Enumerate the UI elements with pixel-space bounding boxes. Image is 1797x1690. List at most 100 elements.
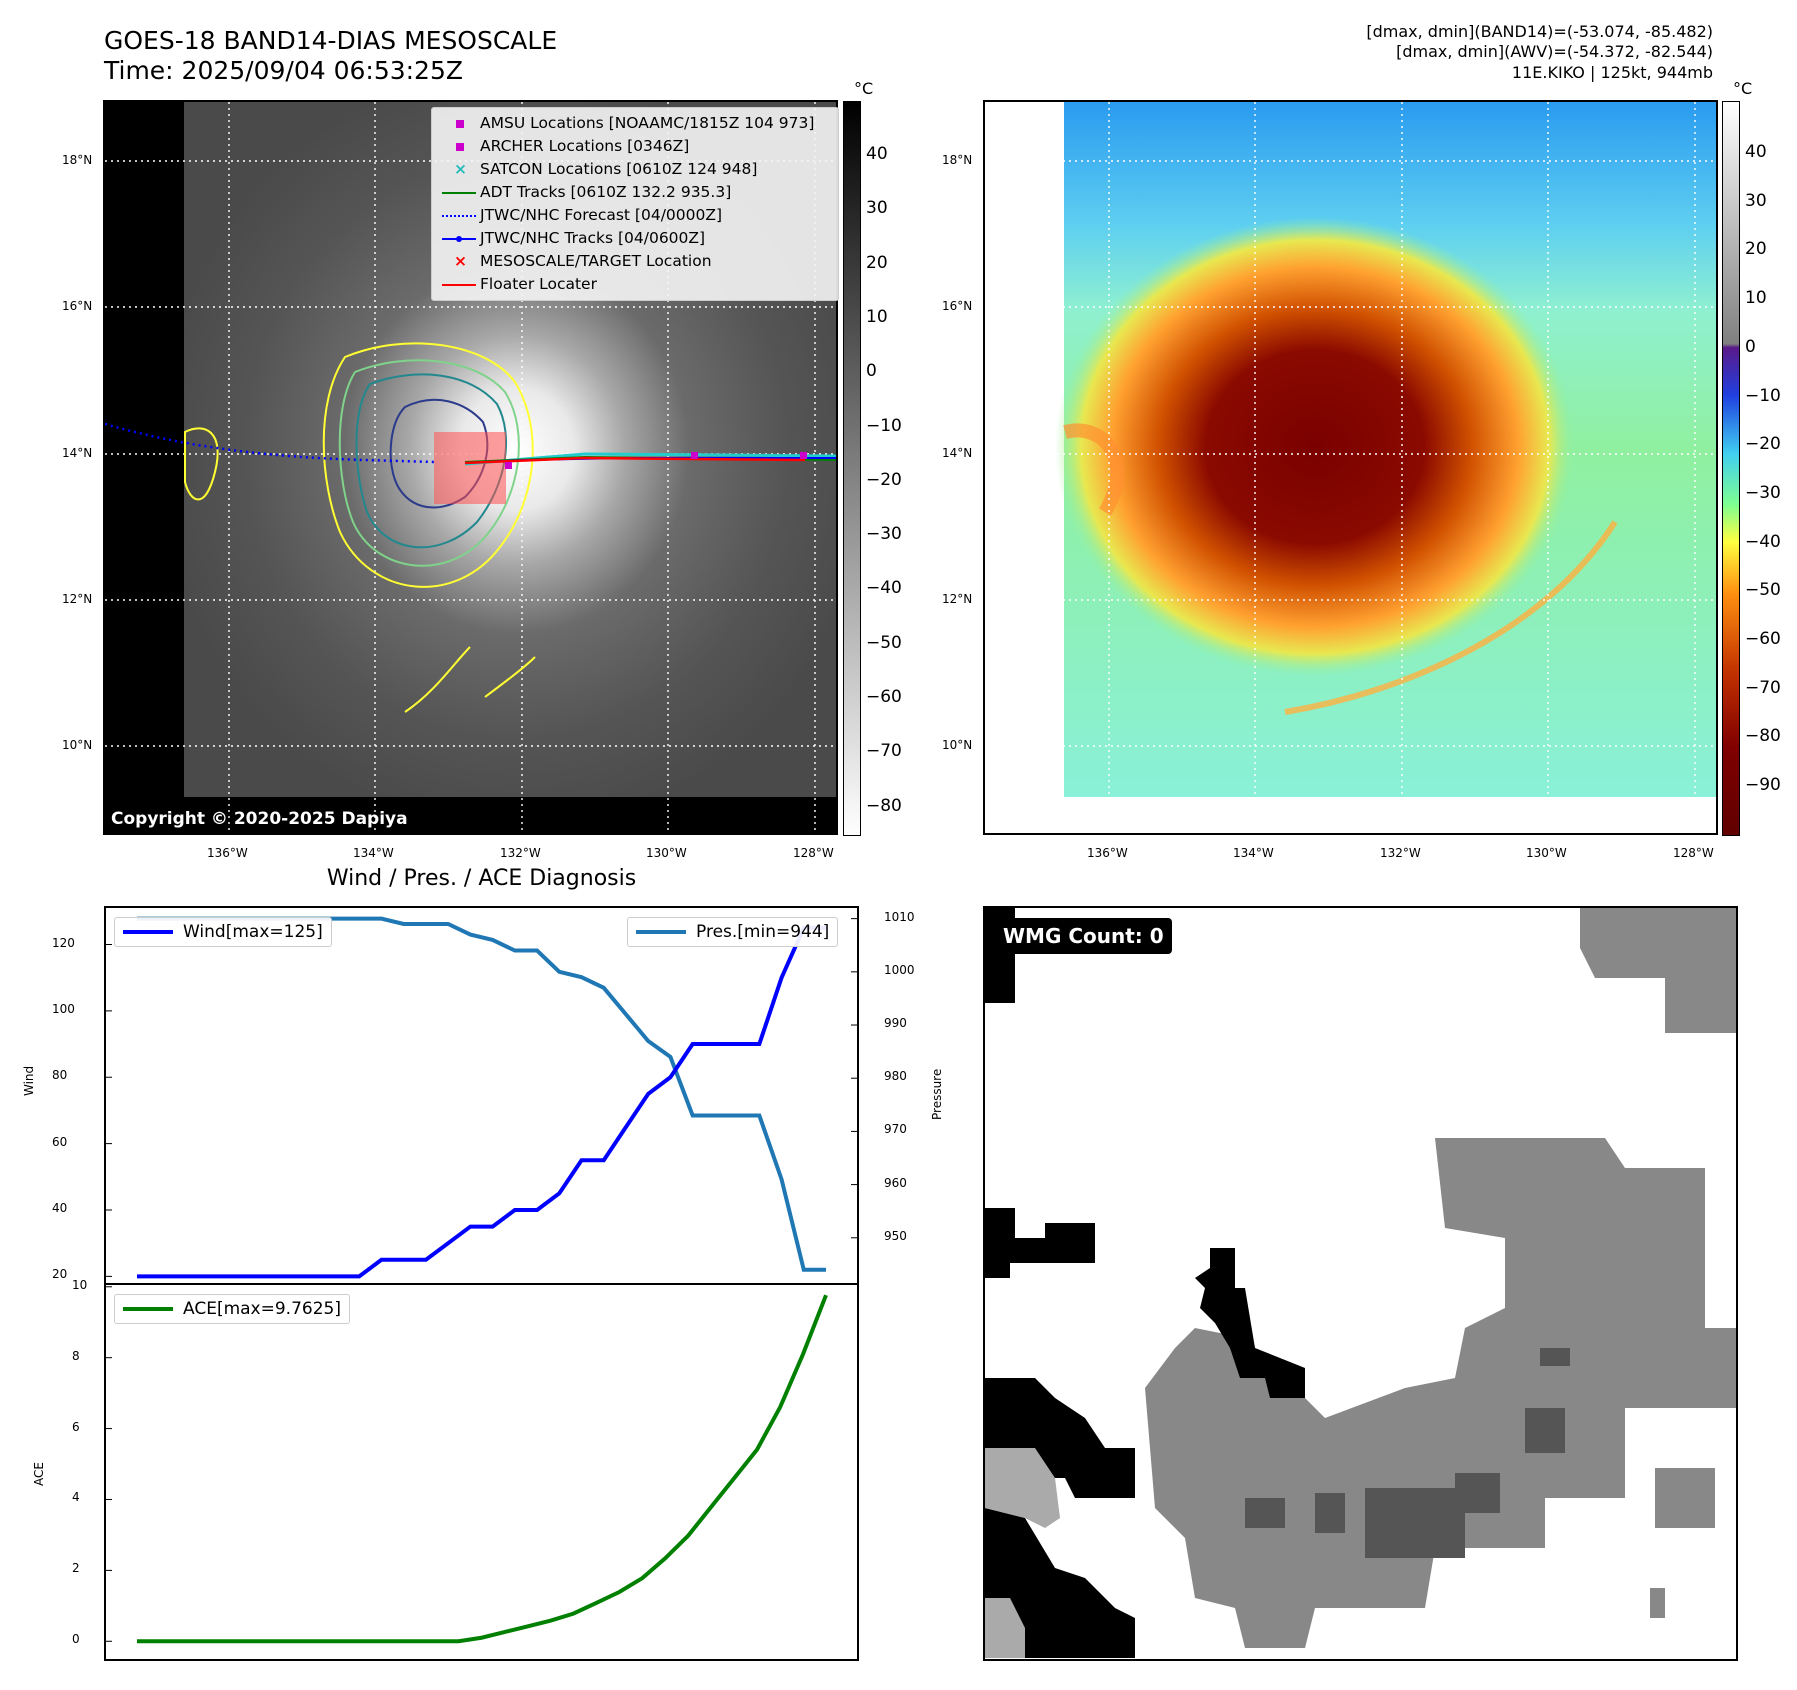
- colorbar2-tick: 20: [1745, 239, 1767, 260]
- wmg-dark-cells: [1245, 1348, 1570, 1558]
- awv-gridlines: [985, 102, 1716, 833]
- wmg-count-badge: WMG Count: 0: [995, 918, 1172, 954]
- wind-axis-label: Wind: [22, 1065, 36, 1096]
- lon-label: 132°W: [1380, 846, 1421, 860]
- wmg-light-cells: [985, 1448, 1060, 1658]
- wind-ytick-label: 80: [52, 1068, 68, 1083]
- lat-label: 12°N: [62, 592, 93, 606]
- pressure-ytick-label: 980: [884, 1069, 907, 1084]
- wind-legend-line: [123, 930, 173, 934]
- ace-panel: [104, 1283, 859, 1661]
- colorbar1-unit: °C: [854, 79, 874, 98]
- pressure-ytick-label: 960: [884, 1175, 907, 1190]
- lat-label: 16°N: [942, 299, 973, 313]
- awv-map-svg: [985, 102, 1716, 833]
- pressure-ytick-label: 1010: [884, 909, 915, 924]
- wind-ytick-label: 20: [52, 1267, 68, 1282]
- lon-label: 134°W: [1233, 846, 1274, 860]
- ace-ytick-label: 0: [72, 1632, 80, 1647]
- colorbar1-tick: −20: [866, 469, 902, 490]
- colorbar1-tick: 10: [866, 306, 888, 327]
- legend-satcon: × SATCON Locations [0610Z 124 948]: [454, 159, 758, 179]
- storm-core: [1055, 217, 1575, 677]
- pressure-axis-label: Pressure: [930, 1068, 944, 1120]
- colorbar2-tick: −10: [1745, 385, 1781, 406]
- colorbar1-tick: −70: [866, 741, 902, 762]
- lon-label: 128°W: [793, 846, 834, 860]
- pressure-ytick-label: 1000: [884, 962, 915, 977]
- colorbar2-tick: 30: [1745, 190, 1767, 211]
- lon-label: 130°W: [646, 846, 687, 860]
- pressure-ytick-label: 950: [884, 1228, 907, 1243]
- colorbar2-tick: −80: [1745, 726, 1781, 747]
- forecast-track: [105, 422, 436, 464]
- legend-adt: ADT Tracks [0610Z 132.2 935.3]: [440, 181, 830, 204]
- pressure-ytick-label: 970: [884, 1122, 907, 1137]
- colorbar1-tick: −30: [866, 524, 902, 545]
- contour-yellow: [322, 342, 534, 588]
- colorbar1-tick: 20: [866, 252, 888, 273]
- legend-target: × MESOSCALE/TARGET Location: [454, 251, 712, 271]
- ace-series-line: [137, 1294, 828, 1644]
- lat-label: 10°N: [62, 738, 93, 752]
- wind-ytick-label: 60: [52, 1134, 68, 1149]
- colorbar1-tick: 30: [866, 198, 888, 219]
- lon-label: 134°W: [353, 846, 394, 860]
- target-box: [434, 432, 506, 504]
- ace-svg: [106, 1286, 828, 1644]
- legend-floater: Floater Locater: [440, 273, 830, 296]
- info-storm: 11E.KIKO | 125kt, 944mb: [1511, 63, 1713, 82]
- legend-forecast: JTWC/NHC Forecast [04/0000Z]: [440, 204, 830, 227]
- ace-ytick-label: 10: [72, 1277, 88, 1292]
- lat-label: 12°N: [942, 592, 973, 606]
- colorbar1-tick: −80: [866, 795, 902, 816]
- ace-ytick-label: 6: [72, 1419, 80, 1434]
- wind-series-line: [137, 925, 826, 1279]
- pressure-legend-line: [636, 930, 686, 934]
- ace-legend: ACE[max=9.7625]: [114, 1294, 350, 1324]
- wind-legend: Wind[max=125]: [114, 917, 332, 947]
- colorbar2-tick: −20: [1745, 434, 1781, 455]
- ir-legend: AMSU Locations [NOAAMC/1815Z 104 973] AR…: [431, 107, 839, 301]
- contour-teal: [355, 373, 508, 549]
- lon-label: 136°W: [1087, 846, 1128, 860]
- main-title: GOES-18 BAND14-DIAS MESOSCALE: [104, 26, 558, 55]
- legend-archer: ARCHER Locations [0346Z]: [440, 135, 830, 158]
- colorbar2-tick: −70: [1745, 677, 1781, 698]
- lon-label: 132°W: [500, 846, 541, 860]
- colorbar2: [1722, 101, 1740, 836]
- time-title: Time: 2025/09/04 06:53:25Z: [104, 56, 463, 85]
- colorbar2-tick: −60: [1745, 629, 1781, 649]
- wmg-svg: [985, 908, 1736, 1658]
- lat-label: 18°N: [62, 153, 93, 167]
- copyright: Copyright © 2020-2025 Dapiya: [111, 809, 408, 829]
- lat-label: 16°N: [62, 299, 93, 313]
- contour-green: [338, 359, 520, 567]
- legend-amsu: AMSU Locations [NOAAMC/1815Z 104 973]: [440, 112, 830, 135]
- pressure-legend-label: Pres.[min=944]: [696, 922, 830, 942]
- lat-label: 18°N: [942, 153, 973, 167]
- ace-ytick-label: 4: [72, 1490, 80, 1505]
- pressure-legend: Pres.[min=944]: [627, 917, 839, 947]
- wmg-panel: WMG Count: 0: [983, 906, 1738, 1661]
- lon-label: 128°W: [1673, 846, 1714, 860]
- colorbar2-tick: 0: [1745, 336, 1756, 357]
- ace-ytick-label: 8: [72, 1348, 80, 1363]
- ace-axis-label: ACE: [32, 1462, 46, 1486]
- colorbar1-tick: 0: [866, 361, 877, 382]
- wind-pres-panel: [104, 906, 859, 1285]
- wmg-grey-cells: [1145, 908, 1736, 1648]
- colorbar1-tick: −40: [866, 578, 902, 599]
- awv-map-panel: [983, 100, 1718, 835]
- amsu-markers: [505, 452, 807, 469]
- wind-legend-label: Wind[max=125]: [183, 922, 323, 942]
- pressure-series-line: [137, 916, 826, 1272]
- colorbar1: [843, 101, 861, 836]
- lat-label: 10°N: [942, 738, 973, 752]
- wind-ytick-label: 40: [52, 1200, 68, 1215]
- lon-label: 130°W: [1526, 846, 1567, 860]
- info-awv: [dmax, dmin](AWV)=(-54.372, -82.544): [1396, 42, 1713, 61]
- lat-label: 14°N: [62, 446, 93, 460]
- info-band14: [dmax, dmin](BAND14)=(-53.074, -85.482): [1366, 22, 1713, 41]
- ace-ytick-label: 2: [72, 1561, 80, 1576]
